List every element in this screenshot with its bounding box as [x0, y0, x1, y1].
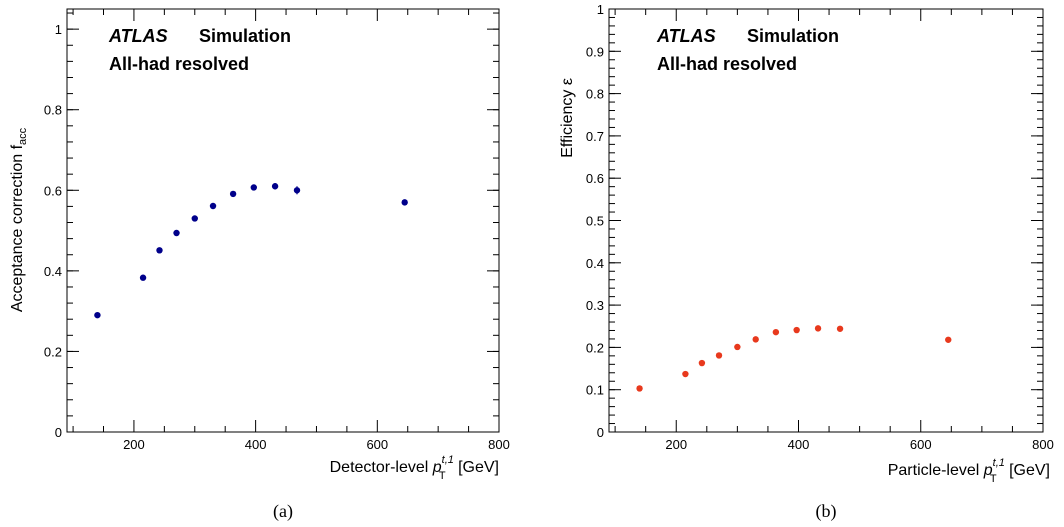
x-tick-label: 400 [245, 437, 267, 452]
data-point [945, 336, 952, 343]
data-point [715, 352, 723, 359]
y-tick-label: 0 [55, 425, 62, 440]
data-point [814, 325, 822, 332]
data-point [139, 274, 147, 281]
panel-caption: (b) [816, 501, 837, 522]
y-tick-label: 0.6 [44, 183, 62, 198]
data-point [293, 187, 301, 194]
data-point [698, 359, 706, 367]
y-tick-label: 0.3 [586, 298, 604, 313]
y-tick-label: 0.8 [44, 103, 62, 118]
channel-label: All-had resolved [109, 54, 249, 74]
data-point [250, 184, 257, 191]
y-tick-label: 1 [597, 2, 604, 17]
data-point [401, 199, 408, 206]
y-axis-title: Efficiency ε [559, 78, 576, 158]
y-tick-label: 0.8 [586, 87, 604, 102]
y-tick-label: 0.1 [586, 383, 604, 398]
simulation-label: Simulation [747, 26, 839, 46]
y-tick-label: 1 [55, 22, 62, 37]
panel-caption: (a) [273, 501, 293, 522]
data-point [752, 336, 759, 343]
y-tick-label: 0.5 [586, 214, 604, 229]
data-point [271, 183, 279, 190]
data-point [636, 385, 643, 392]
x-axis-title: Detector-level pt,1 T [GeV] [330, 454, 499, 482]
data-point [209, 202, 217, 210]
data-point [173, 229, 180, 237]
atlas-label: ATLAS [656, 26, 716, 46]
data-point [682, 370, 689, 378]
x-tick-label: 600 [910, 437, 932, 452]
data-point [836, 325, 844, 332]
atlas-label: ATLAS [108, 26, 168, 46]
y-tick-label: 0.4 [44, 264, 62, 279]
simulation-label: Simulation [199, 26, 291, 46]
y-tick-label: 0.9 [586, 44, 604, 59]
channel-label: All-had resolved [657, 54, 797, 74]
y-axis-title: Acceptance correction facc [9, 127, 29, 312]
x-tick-label: 600 [366, 437, 388, 452]
y-tick-label: 0 [597, 425, 604, 440]
panel-a: 200 400 600 800 0 0.2 0.4 0.6 0.8 1 ATLAS Simulatio… [9, 8, 510, 522]
data-point [734, 343, 741, 351]
x-axis-title: Particle-level pt,1 T [GeV] [888, 457, 1050, 485]
y-tick-label: 0.7 [586, 129, 604, 144]
y-tick-label: 0.2 [44, 344, 62, 359]
panel-b: 200 400 600 800 0 0.1 0.2 0.3 0.4 0.5 0.6 0.7 0.8 0.9… [559, 2, 1054, 522]
data-point [191, 215, 198, 222]
x-tick-label: 800 [1032, 437, 1054, 452]
data-point [793, 326, 800, 334]
x-tick-label: 800 [488, 437, 510, 452]
data-point [156, 247, 163, 254]
x-tick-label: 400 [788, 437, 810, 452]
x-tick-label: 200 [665, 437, 687, 452]
y-tick-label: 0.6 [586, 171, 604, 186]
data-point [772, 328, 780, 336]
plot-frame [66, 8, 500, 433]
data-point [229, 190, 237, 198]
data-point [94, 311, 101, 319]
y-tick-label: 0.4 [586, 256, 604, 271]
x-tick-label: 200 [123, 437, 145, 452]
y-tick-label: 0.2 [586, 340, 604, 355]
